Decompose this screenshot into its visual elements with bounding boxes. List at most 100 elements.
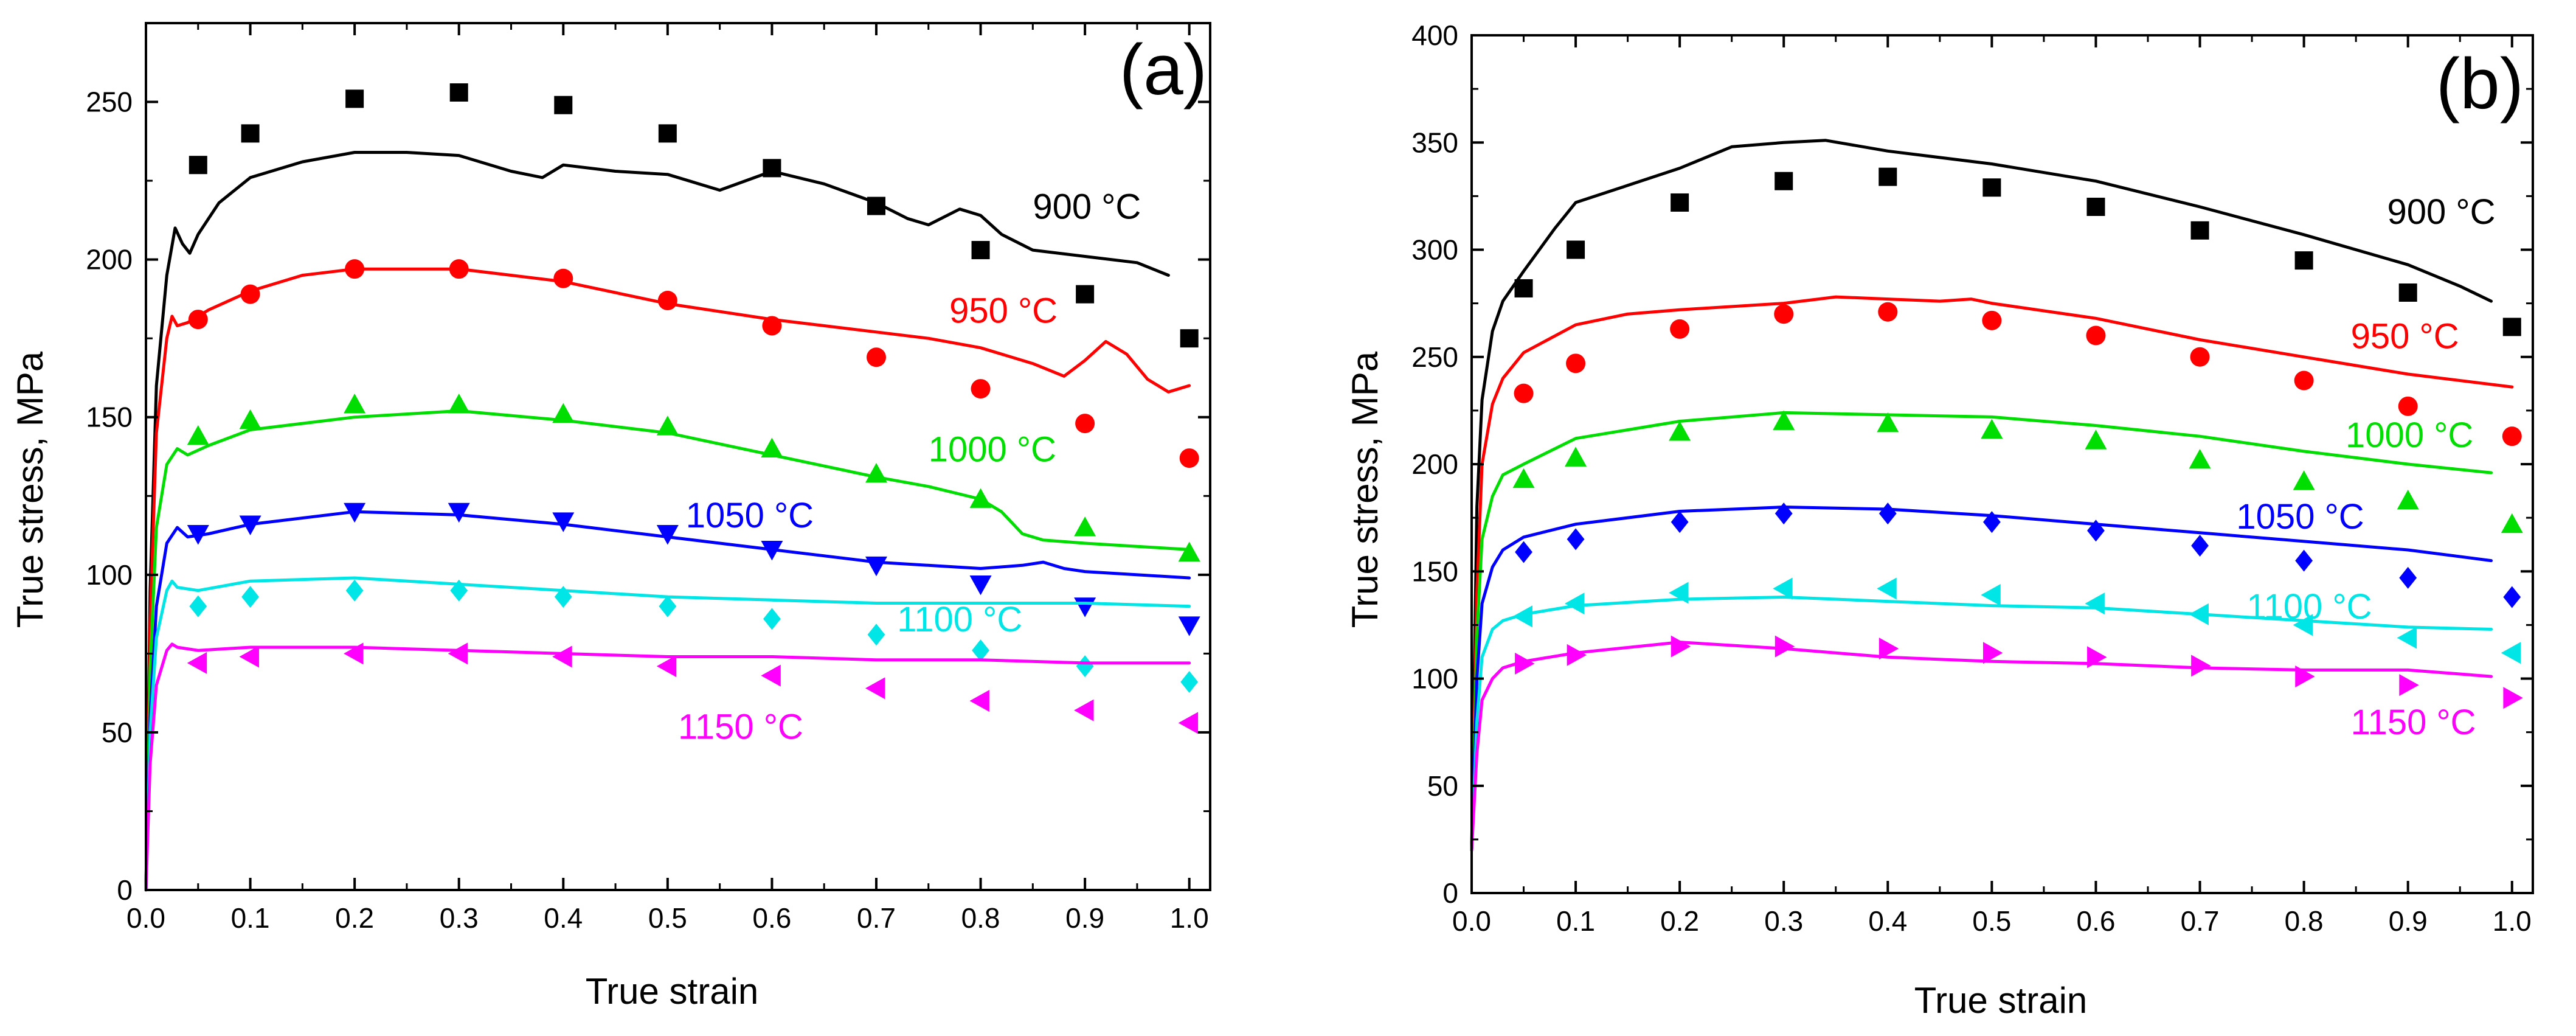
series-label-b-1000c: 1000 °C [2346, 415, 2473, 455]
data-point-b-900c-1 [2502, 318, 2521, 336]
y-tick-label-b-50: 50 [1427, 770, 1458, 802]
panel-label-b: (b) [2436, 44, 2524, 124]
x-tick-label-a-08: 0.8 [961, 902, 1000, 934]
data-point-b-1050c-03 [1774, 502, 1793, 525]
data-point-b-1150c-06 [2087, 646, 2107, 669]
data-point-a-900c-06 [763, 159, 781, 178]
data-point-a-1050c-05 [656, 525, 679, 545]
series-label-b-1100c: 1100 °C [2247, 587, 2372, 627]
data-point-a-950c-04 [553, 268, 573, 288]
y-tick-label-a-50: 50 [102, 717, 133, 748]
data-point-a-950c-05 [657, 291, 677, 310]
data-point-b-1050c-08 [2295, 549, 2313, 572]
data-point-a-1000c-05 [656, 415, 679, 436]
data-point-b-1000c-03 [1773, 410, 1795, 430]
data-point-a-1000c-005 [187, 425, 209, 445]
data-point-a-1050c-06 [761, 540, 783, 561]
data-point-b-1100c-01 [1565, 593, 1585, 615]
data-point-b-900c-03 [1774, 172, 1793, 190]
data-point-b-1050c-01 [1567, 528, 1585, 551]
data-point-a-1150c-05 [656, 655, 677, 678]
data-point-a-1100c-06 [763, 608, 781, 630]
data-point-b-900c-09 [2398, 283, 2417, 302]
data-point-a-950c-06 [762, 316, 782, 336]
series-line-a-1150c [144, 642, 1191, 892]
data-point-b-1100c-03 [1773, 577, 1793, 600]
data-point-a-1000c-04 [552, 403, 575, 423]
x-tick-label-a-09: 0.9 [1065, 902, 1104, 934]
data-point-a-1050c-07 [865, 556, 887, 577]
data-point-a-1100c-08 [972, 639, 989, 662]
series-label-b-950c: 950 °C [2351, 317, 2459, 356]
data-point-b-950c-05 [1982, 310, 2002, 330]
data-point-b-1100c-05 [1981, 584, 2001, 607]
data-point-b-1100c-09 [2397, 627, 2417, 649]
data-point-a-1150c-08 [969, 690, 989, 712]
data-point-b-950c-1 [2502, 426, 2522, 447]
data-point-b-900c-02 [1671, 193, 1689, 212]
data-point-a-950c-005 [188, 310, 208, 330]
y-tick-label-b-0: 0 [1442, 877, 1458, 909]
y-tick-label-a-0: 0 [117, 874, 133, 906]
data-point-a-1150c-03 [448, 642, 468, 665]
data-point-b-1000c-01 [1565, 447, 1587, 467]
x-tick-label-a-02: 0.2 [335, 902, 374, 934]
series-label-a-1100c: 1100 °C [897, 600, 1022, 639]
data-point-b-1050c-1 [2503, 586, 2521, 608]
data-point-a-950c-07 [866, 347, 886, 367]
data-point-a-1000c-09 [1074, 516, 1096, 537]
data-point-a-1100c-01 [241, 586, 259, 608]
data-point-b-950c-06 [2086, 325, 2106, 346]
data-point-a-1050c-005 [187, 525, 209, 545]
data-point-b-1150c-1 [2503, 687, 2523, 709]
x-tick-label-b-01: 0.1 [1556, 905, 1595, 937]
data-point-a-1150c-07 [865, 677, 885, 700]
data-point-b-900c-05 [1982, 178, 2001, 197]
data-point-a-1100c-07 [867, 624, 885, 646]
x-tick-label-a-03: 0.3 [440, 902, 479, 934]
y-tick-label-a-150: 150 [86, 402, 133, 433]
series-line-b-1000c [1470, 411, 2493, 852]
data-point-b-950c-07 [2190, 347, 2210, 367]
x-tick-label-a-01: 0.1 [231, 902, 270, 934]
data-point-a-1050c-08 [969, 575, 992, 596]
data-point-a-1050c-1 [1178, 616, 1200, 636]
data-point-b-1100c-06 [2085, 593, 2105, 615]
series-label-a-1150c: 1150 °C [678, 707, 803, 746]
y-tick-label-a-200: 200 [86, 244, 133, 276]
data-point-a-1150c-06 [761, 664, 781, 687]
data-point-b-950c-04 [1878, 302, 1898, 322]
data-point-a-1100c-09 [1076, 655, 1094, 678]
series-line-a-1000c [144, 409, 1191, 892]
data-point-b-1100c-1 [2501, 642, 2521, 664]
x-axis-title-b: True strain [1914, 980, 2088, 1021]
data-point-b-1000c-1 [2501, 513, 2523, 534]
data-point-b-1100c-02 [1669, 582, 1689, 604]
x-tick-label-b-02: 0.2 [1660, 905, 1699, 937]
data-point-b-1150c-05 [1982, 642, 2003, 664]
data-point-a-900c-005 [189, 156, 207, 175]
x-tick-label-b-04: 0.4 [1868, 905, 1907, 937]
data-point-b-1000c-06 [2085, 429, 2107, 450]
y-axis-title-b: True stress, MPa [1345, 351, 1385, 628]
data-point-b-950c-09 [2398, 396, 2418, 416]
data-point-b-1150c-005 [1515, 652, 1535, 675]
data-point-b-1050c-05 [1982, 511, 2001, 534]
data-point-b-900c-08 [2294, 251, 2313, 270]
data-point-b-1150c-03 [1774, 635, 1795, 658]
y-tick-label-b-250: 250 [1411, 341, 1458, 373]
plot-frame-b [1470, 34, 2534, 894]
panel-a: (a) True strain True stress, MPa 900 °C9… [10, 22, 1211, 1012]
data-point-a-1000c-01 [239, 409, 261, 429]
data-point-a-900c-05 [658, 124, 677, 143]
data-point-b-1000c-02 [1669, 421, 1691, 441]
x-tick-label-b-03: 0.3 [1764, 905, 1803, 937]
series-layer-a: 900 °C 950 °C 1000 °C 1050 °C 1100 °C 1150 °C [144, 83, 1200, 892]
data-point-a-1150c-1 [1178, 712, 1199, 734]
data-point-b-950c-005 [1514, 383, 1534, 403]
data-point-b-1100c-08 [2293, 614, 2313, 636]
x-tick-label-b-10: 1.0 [2493, 905, 2532, 937]
data-point-b-950c-02 [1670, 319, 1690, 339]
data-point-b-1050c-04 [1878, 502, 1897, 525]
